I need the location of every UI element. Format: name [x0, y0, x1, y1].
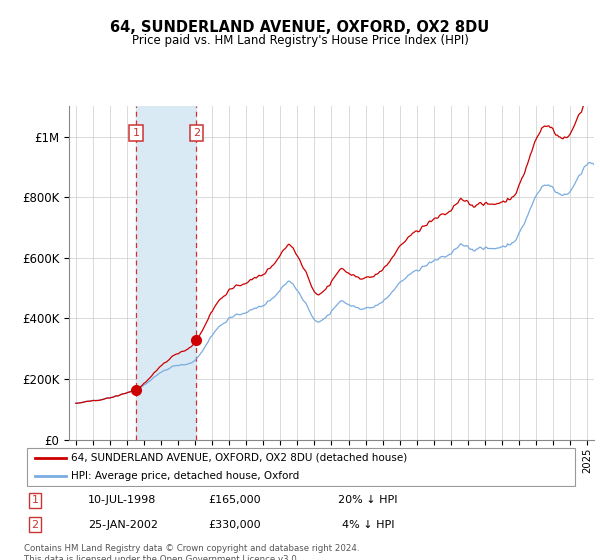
- FancyBboxPatch shape: [27, 449, 575, 486]
- Text: 1: 1: [133, 128, 139, 138]
- Text: Price paid vs. HM Land Registry's House Price Index (HPI): Price paid vs. HM Land Registry's House …: [131, 34, 469, 46]
- Text: 25-JAN-2002: 25-JAN-2002: [88, 520, 158, 530]
- Text: 1: 1: [32, 495, 38, 505]
- Bar: [136, 106, 196, 440]
- Text: 64, SUNDERLAND AVENUE, OXFORD, OX2 8DU (detached house): 64, SUNDERLAND AVENUE, OXFORD, OX2 8DU (…: [71, 453, 407, 463]
- Text: £330,000: £330,000: [209, 520, 261, 530]
- Text: 4% ↓ HPI: 4% ↓ HPI: [342, 520, 394, 530]
- Text: 10-JUL-1998: 10-JUL-1998: [88, 495, 156, 505]
- Text: £165,000: £165,000: [209, 495, 261, 505]
- Text: 2: 2: [193, 128, 200, 138]
- Text: HPI: Average price, detached house, Oxford: HPI: Average price, detached house, Oxfo…: [71, 472, 299, 481]
- Text: 20% ↓ HPI: 20% ↓ HPI: [338, 495, 398, 505]
- Text: 2: 2: [32, 520, 38, 530]
- Text: 64, SUNDERLAND AVENUE, OXFORD, OX2 8DU: 64, SUNDERLAND AVENUE, OXFORD, OX2 8DU: [110, 20, 490, 35]
- Text: Contains HM Land Registry data © Crown copyright and database right 2024.
This d: Contains HM Land Registry data © Crown c…: [24, 544, 359, 560]
